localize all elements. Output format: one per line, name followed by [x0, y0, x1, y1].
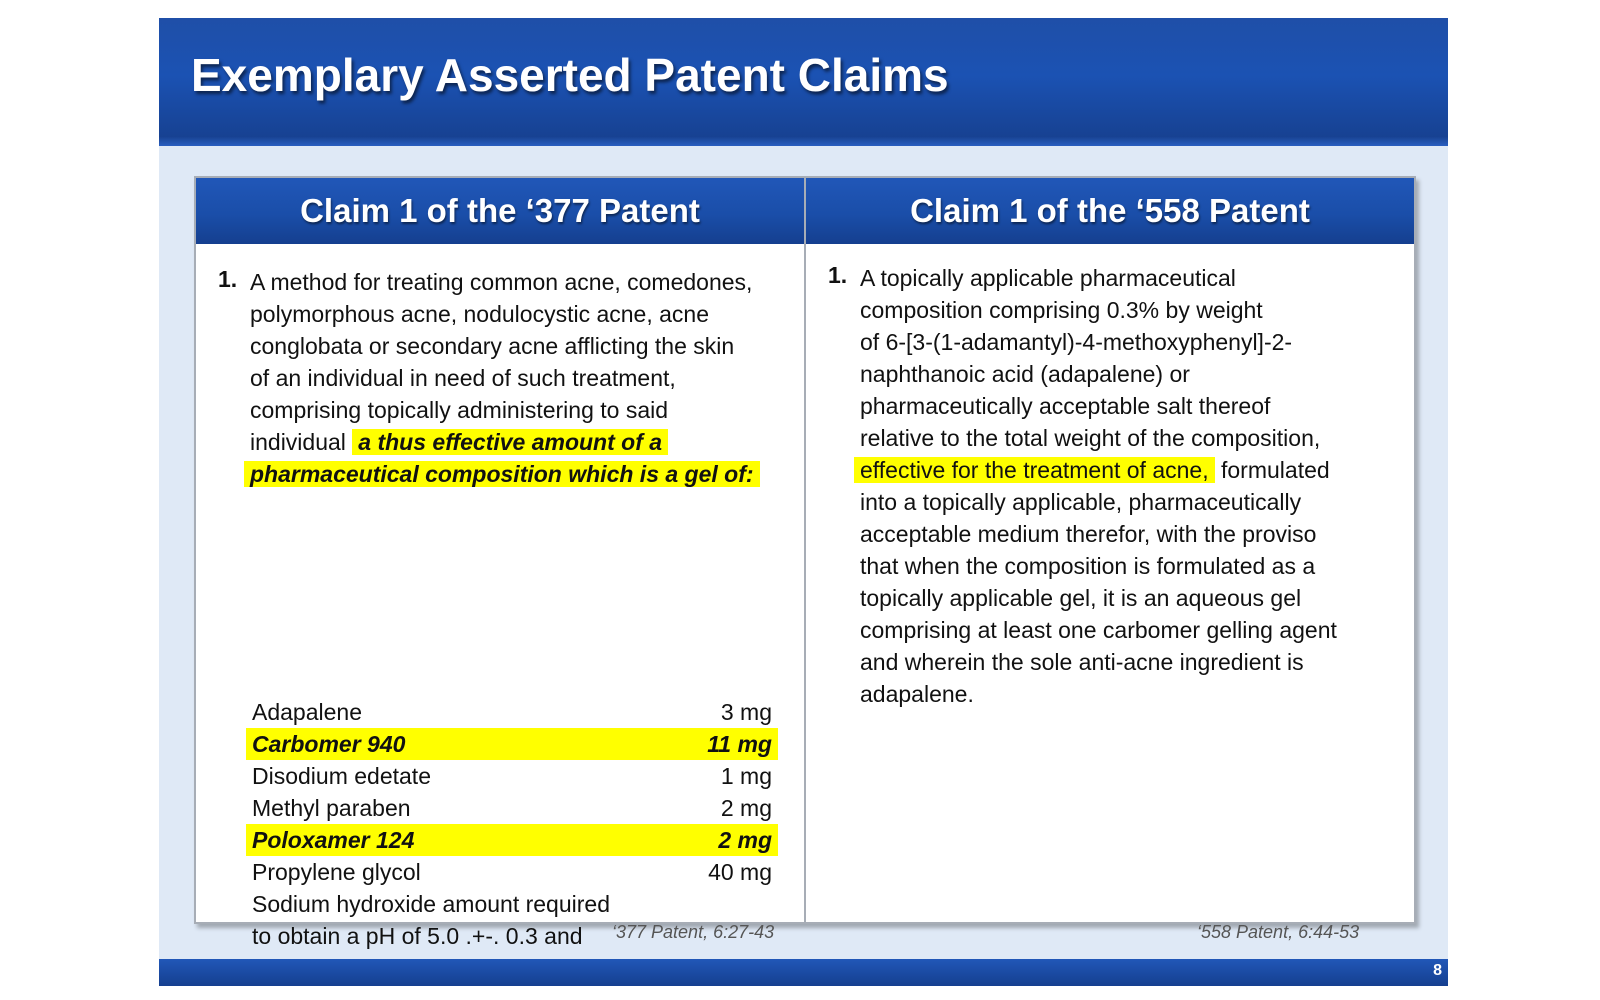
claim-line: that when the composition is formulated … — [860, 553, 1316, 579]
page-number: 8 — [1433, 962, 1442, 979]
claim-line: polymorphous acne, nodulocystic acne, ac… — [250, 301, 710, 327]
ingredient-row: Methyl paraben 2 mg — [252, 792, 772, 824]
ingredient-row-highlighted: Carbomer 940 11 mg — [246, 728, 778, 760]
claim-line: individual a thus effective amount of a — [250, 426, 760, 458]
ingredient-name: Methyl paraben — [252, 795, 411, 821]
claim-line: pharmaceutical composition which is a ge… — [244, 458, 760, 490]
panel-heading-558: Claim 1 of the ‘558 Patent — [806, 178, 1414, 244]
title-bar: Exemplary Asserted Patent Claims — [159, 18, 1448, 146]
ingredient-name: to obtain a pH of 5.0 .+-. 0.3 and — [252, 923, 583, 949]
panel-377-patent: Claim 1 of the ‘377 Patent 1. A method f… — [196, 178, 806, 981]
citation-377: ‘377 Patent, 6:27-43 — [612, 922, 775, 942]
claim-line: acceptable medium therefor, with the pro… — [860, 521, 1317, 547]
ingredient-amount: 11 mg — [707, 731, 772, 757]
ingredient-row: Disodium edetate 1 mg — [252, 760, 772, 792]
ingredient-name: Carbomer 940 — [252, 731, 406, 757]
ingredient-row: to obtain a pH of 5.0 .+-. 0.3 and — [252, 920, 772, 952]
ingredient-name: Propylene glycol — [252, 859, 421, 885]
claim-line: comprising at least one carbomer gelling… — [860, 617, 1337, 643]
ingredient-amount: 40 mg — [708, 859, 772, 885]
claim-line-suffix: formulated — [1214, 457, 1330, 483]
highlighted-phrase: effective for the treatment of acne, — [854, 457, 1215, 483]
ingredient-name: Poloxamer 124 — [252, 827, 415, 853]
ingredient-row: Sodium hydroxide amount required — [252, 888, 772, 920]
ingredient-row-highlighted: Poloxamer 124 2 mg — [246, 824, 778, 856]
claim-377-text: A method for treating common acne, comed… — [244, 266, 760, 490]
ingredient-row: Propylene glycol 40 mg — [252, 856, 772, 888]
claim-line-prefix: individual — [250, 429, 353, 455]
ingredient-amount: 1 mg — [720, 763, 772, 789]
ingredient-amount: 2 mg — [720, 795, 772, 821]
claims-table: Claim 1 of the ‘377 Patent 1. A method f… — [194, 176, 1416, 981]
claim-line: effective for the treatment of acne, for… — [854, 454, 1337, 486]
claim-line: comprising topically administering to sa… — [250, 397, 669, 423]
panel-heading-377: Claim 1 of the ‘377 Patent — [196, 178, 804, 244]
citation-558: ‘558 Patent, 6:44-53 — [1197, 922, 1360, 942]
claim-line: adapalene. — [860, 681, 974, 707]
ingredient-name: Disodium edetate — [252, 763, 431, 789]
ingredient-amount: 2 mg — [718, 827, 772, 853]
claim-line: A topically applicable pharmaceutical — [860, 265, 1236, 291]
title-underline — [159, 136, 1448, 146]
claim-558-text: A topically applicable pharmaceutical co… — [854, 262, 1337, 710]
footer-bar: 8 — [159, 959, 1448, 986]
panel-558-patent: Claim 1 of the ‘558 Patent 1. A topicall… — [806, 178, 1414, 922]
claim-line: of 6-[3-(1-adamantyl)-4-methoxyphenyl]-2… — [860, 329, 1293, 355]
claim-line: conglobata or secondary acne afflicting … — [250, 333, 735, 359]
claim-number: 1. — [218, 266, 238, 292]
claim-line: naphthanoic acid (adapalene) or — [860, 361, 1190, 387]
claim-line: topically applicable gel, it is an aqueo… — [860, 585, 1302, 611]
ingredient-amount: 3 mg — [720, 699, 772, 725]
slide: Exemplary Asserted Patent Claims Claim 1… — [159, 18, 1448, 986]
ingredient-row: Adapalene 3 mg — [252, 696, 772, 728]
claim-line: relative to the total weight of the comp… — [860, 425, 1321, 451]
ingredient-name: Adapalene — [252, 699, 362, 725]
slide-title: Exemplary Asserted Patent Claims — [191, 49, 949, 101]
claim-number: 1. — [828, 262, 848, 288]
claim-line: A method for treating common acne, comed… — [250, 269, 753, 295]
claim-line: of an individual in need of such treatme… — [250, 365, 676, 391]
claim-line: into a topically applicable, pharmaceuti… — [860, 489, 1302, 515]
highlighted-phrase: pharmaceutical composition which is a ge… — [244, 461, 760, 487]
ingredient-name: Sodium hydroxide amount required — [252, 891, 610, 917]
highlighted-phrase: a thus effective amount of a — [352, 429, 669, 455]
claim-line: pharmaceutically acceptable salt thereof — [860, 393, 1271, 419]
claim-line: and wherein the sole anti-acne ingredien… — [860, 649, 1304, 675]
claim-line: composition comprising 0.3% by weight — [860, 297, 1263, 323]
